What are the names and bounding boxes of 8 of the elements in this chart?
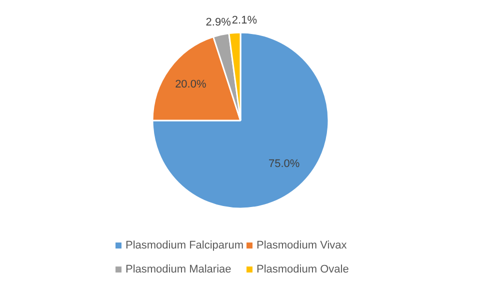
data-label: 75.0%	[268, 158, 300, 170]
legend-label: Plasmodium Malariae	[126, 264, 232, 276]
data-label: 2.1%	[232, 14, 258, 26]
legend-label: Plasmodium Vivax	[256, 240, 348, 252]
legend-label: Plasmodium Ovale	[256, 264, 349, 276]
data-label: 20.0%	[175, 78, 206, 90]
legend-label: Plasmodium Falciparum	[126, 240, 244, 252]
data-label: 2.9%	[206, 16, 232, 29]
